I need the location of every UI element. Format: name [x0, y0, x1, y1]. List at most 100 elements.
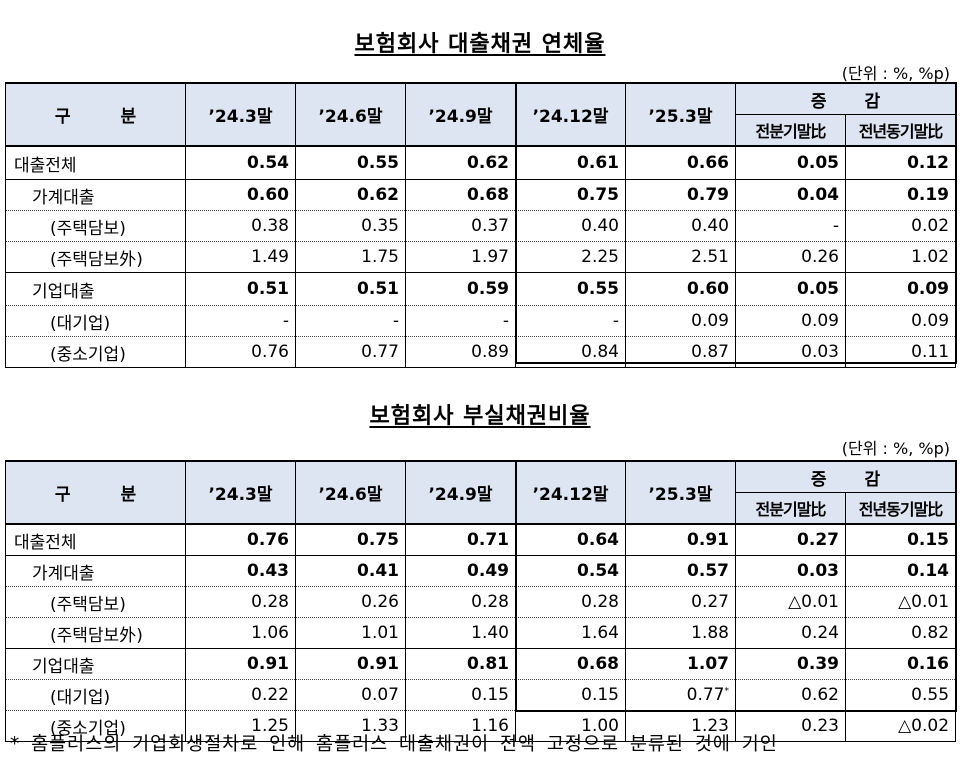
table-cell: 0.28	[515, 586, 626, 618]
table-cell: 0.60	[625, 272, 736, 306]
row-label: (주택담보)	[5, 586, 186, 618]
table-cell: 0.61	[515, 146, 626, 180]
table-cell: 0.03	[735, 555, 846, 587]
table-cell: 0.75	[295, 524, 406, 556]
table-cell: 2.25	[515, 241, 626, 273]
table-row: (주택담보) 0.28 0.26 0.28 0.28 0.27 △0.01 △0.01	[5, 586, 957, 618]
table-cell: -	[405, 305, 516, 337]
table-cell: 0.64	[515, 524, 626, 556]
table-cell: 0.09	[625, 305, 736, 337]
table-cell: 0.54	[185, 146, 296, 180]
table1-title: 보험회사 대출채권 연체율	[354, 32, 606, 57]
table-cell: 0.09	[844, 272, 957, 306]
table-cell: 0.76	[185, 524, 296, 556]
table-cell: -	[515, 305, 626, 337]
table-cell: 1.16	[405, 710, 516, 742]
header-change-qoq: 전분기말比	[735, 492, 846, 525]
table-cell: 0.62	[735, 679, 846, 711]
table-cell: 0.77*	[625, 679, 736, 711]
row-label: (중소기업)	[5, 710, 186, 742]
table-cell: 0.14	[844, 555, 957, 587]
table-cell: 0.16	[844, 648, 957, 680]
table-cell: 2.51	[625, 241, 736, 273]
table-cell: 0.57	[625, 555, 736, 587]
table-cell: 0.76	[185, 336, 296, 368]
header-period-2: ’24.6말	[295, 460, 406, 525]
table-cell: 0.41	[295, 555, 406, 587]
table-cell: 0.05	[735, 146, 846, 180]
table-cell: 0.23	[735, 710, 846, 742]
header-category: 구 분	[5, 460, 186, 525]
table-cell: 0.02	[844, 210, 957, 242]
header-period-1: ’24.3말	[185, 460, 296, 525]
table-cell: 0.91	[185, 648, 296, 680]
table-cell: 1.00	[515, 710, 626, 742]
row-label: (대기업)	[5, 305, 186, 337]
table-cell: 0.51	[295, 272, 406, 306]
header-change: 증 감	[734, 460, 957, 493]
header-period-3: ’24.9말	[405, 460, 516, 525]
row-label: (주택담보)	[5, 210, 186, 242]
footnote: * 홈플러스의 기업회생절차로 인해 홈플러스 대출채권이 전액 고정으로 분류…	[10, 734, 778, 755]
table-cell: 0.28	[405, 586, 516, 618]
table-cell: 1.25	[185, 710, 296, 742]
table-cell: -	[295, 305, 406, 337]
table-row: (중소기업) 1.25 1.33 1.16 1.00 1.23 0.23 △0.02	[5, 710, 957, 742]
table-cell: 0.59	[405, 272, 516, 306]
table-cell: 0.12	[844, 146, 957, 180]
table-cell: 0.37	[405, 210, 516, 242]
table-cell: 0.05	[735, 272, 846, 306]
table-cell: 0.71	[405, 524, 516, 556]
table-cell: 0.75	[515, 179, 626, 211]
table-cell: -	[735, 210, 846, 242]
table-cell: 0.91	[295, 648, 406, 680]
table-row: (대기업) - - - -0.09 0.09 0.09	[5, 305, 957, 337]
header-period-4: ’24.12말	[515, 82, 626, 147]
table-cell: 0.79	[625, 179, 736, 211]
table-cell: 0.55	[844, 679, 957, 711]
table-row: (대기업) 0.22 0.07 0.15 0.15 0.77* 0.62 0.55	[5, 679, 957, 711]
table-cell: 0.15	[405, 679, 516, 711]
table-cell: 0.81	[405, 648, 516, 680]
table-cell: 0.24	[735, 617, 846, 649]
table-cell: 1.07	[625, 648, 736, 680]
table-cell: 0.11	[844, 336, 957, 368]
table-cell: 0.22	[185, 679, 296, 711]
row-label: (주택담보外)	[5, 241, 186, 273]
row-label: (중소기업)	[5, 336, 186, 368]
table-cell: 0.82	[844, 617, 957, 649]
delinquency-rate-table: 구 분 ’24.3말 ’24.6말 ’24.9말 ’24.12말 ’25.3말 …	[5, 82, 957, 368]
table-cell: 0.62	[295, 179, 406, 211]
table-row: 대출전체 0.76 0.75 0.71 0.64 0.91 0.27 0.15	[5, 524, 957, 556]
header-change: 증 감	[734, 82, 957, 115]
table-cell: 0.40	[625, 210, 736, 242]
table-cell: 0.40	[515, 210, 626, 242]
table-cell: 0.03	[735, 336, 846, 368]
table-row: (주택담보外) 1.49 1.75 1.97 2.25 2.51 0.26 1.02	[5, 241, 957, 273]
table-cell: 0.84	[515, 336, 626, 368]
header-change-yoy: 전년동기말比	[844, 492, 957, 525]
table-cell: 1.02	[844, 241, 957, 273]
table-cell: 0.15	[515, 679, 626, 711]
table-cell: 1.97	[405, 241, 516, 273]
row-label: 기업대출	[5, 272, 186, 306]
table-cell: 0.09	[735, 305, 846, 337]
table-row: (주택담보) 0.38 0.35 0.37 0.40 0.40-0.02	[5, 210, 957, 242]
table-cell: 0.62	[405, 146, 516, 180]
table-cell: 0.07	[295, 679, 406, 711]
table-row: 기업대출 0.91 0.91 0.81 0.68 1.07 0.39 0.16	[5, 648, 957, 680]
header-period-3: ’24.9말	[405, 82, 516, 147]
table-cell: 0.26	[295, 586, 406, 618]
table-cell: 1.64	[515, 617, 626, 649]
table-cell: 1.23	[625, 710, 736, 742]
header-change-yoy: 전년동기말比	[844, 114, 957, 147]
table-cell: 0.35	[295, 210, 406, 242]
header-period-5: ’25.3말	[625, 82, 736, 147]
table-cell: 0.55	[515, 272, 626, 306]
header-period-1: ’24.3말	[185, 82, 296, 147]
table-cell: 0.55	[295, 146, 406, 180]
table-cell: 0.77	[295, 336, 406, 368]
table-cell: 0.51	[185, 272, 296, 306]
header-category: 구 분	[5, 82, 186, 147]
table-cell: △0.01	[735, 586, 846, 618]
